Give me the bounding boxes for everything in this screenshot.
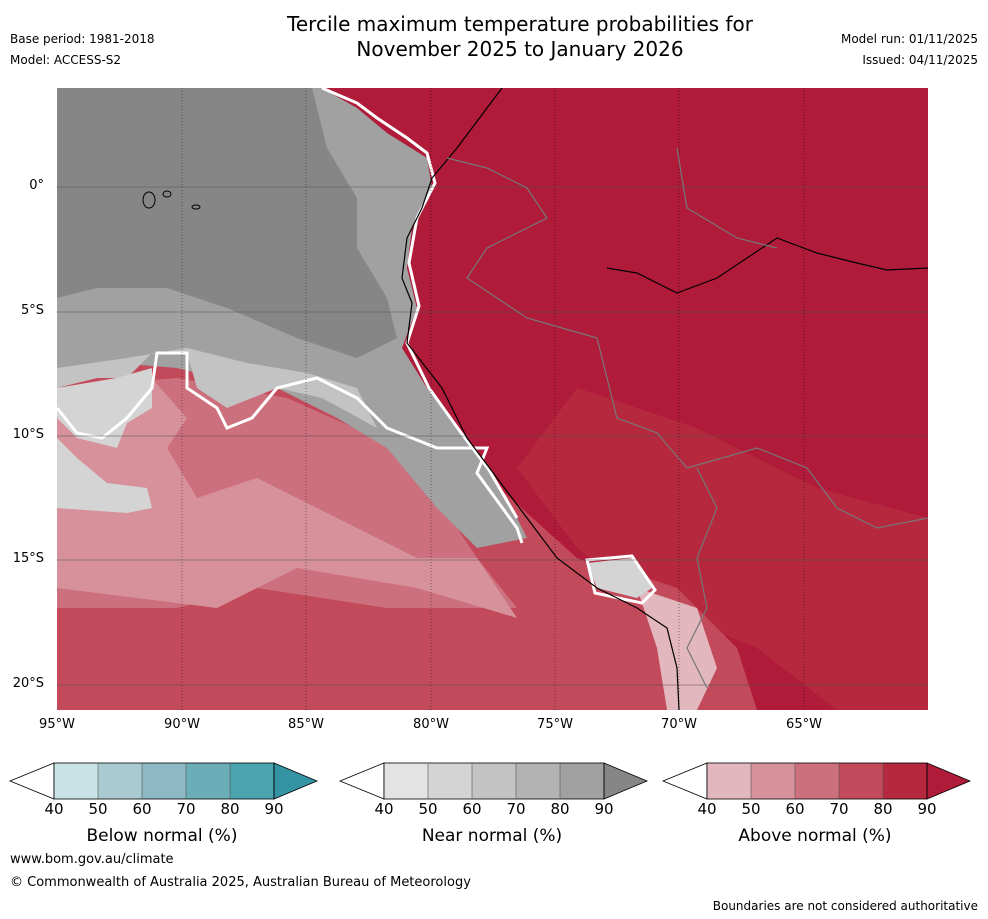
above-tick-40: 40	[697, 800, 717, 818]
near-swatch-80	[560, 763, 604, 799]
near-swatch-60	[472, 763, 516, 799]
issued-date: Issued: 04/11/2025	[862, 53, 978, 67]
river	[606, 237, 928, 294]
base-period: Base period: 1981-2018	[10, 32, 155, 46]
below-arrow-low	[8, 762, 55, 800]
above-swatch-50	[751, 763, 795, 799]
boundary-line-3	[585, 554, 657, 605]
country-border-1	[446, 157, 688, 469]
below-swatch-60	[142, 763, 186, 799]
near-tick-40: 40	[374, 800, 394, 818]
region-above-50	[57, 373, 517, 618]
below-legend-title: Below normal (%)	[86, 826, 238, 846]
model-name: Model: ACCESS-S2	[10, 53, 122, 67]
near-swatch-50	[428, 763, 472, 799]
above-tick-70: 70	[829, 800, 849, 818]
near-tick-90: 90	[594, 800, 614, 818]
probability-map	[57, 88, 928, 710]
lat-label-10s: 10°S	[12, 427, 44, 442]
near-swatch-40	[384, 763, 428, 799]
region-above-80-inland	[517, 388, 928, 710]
coastline	[401, 88, 680, 710]
below-tick-90: 90	[264, 800, 284, 818]
near-arrow-low	[338, 762, 385, 800]
lon-label-85w: 85°W	[288, 717, 324, 732]
meta-left: Base period: 1981-2018 Model: ACCESS-S2	[10, 29, 155, 71]
above-swatch-80	[883, 763, 927, 799]
region-near-70	[57, 348, 377, 428]
lon-label-75w: 75°W	[537, 717, 573, 732]
near-swatch-70	[516, 763, 560, 799]
region-near-coast	[587, 558, 652, 598]
colorbar-above	[661, 762, 972, 800]
country-border-2	[676, 147, 778, 249]
country-border-3	[686, 447, 928, 529]
lat-label-15s: 15°S	[12, 551, 44, 566]
above-tick-80: 80	[873, 800, 893, 818]
region-near-60	[57, 368, 152, 448]
model-run: Model run: 01/11/2025	[840, 32, 978, 46]
lon-label-90w: 90°W	[164, 717, 200, 732]
near-legend-title: Near normal (%)	[421, 826, 563, 846]
below-tick-80: 80	[220, 800, 240, 818]
boundary-line-1	[57, 351, 524, 544]
near-tick-70: 70	[506, 800, 526, 818]
lon-label-65w: 65°W	[786, 717, 822, 732]
above-arrow-high	[926, 762, 972, 800]
footer-url[interactable]: www.bom.gov.au/climate	[10, 852, 174, 867]
below-arrow-high	[273, 762, 319, 800]
below-swatch-50	[98, 763, 142, 799]
chart-title: Tercile maximum temperature probabilitie…	[200, 12, 840, 62]
lat-label-5s: 5°S	[20, 303, 44, 318]
footer-copyright: © Commonwealth of Australia 2025, Austra…	[10, 875, 471, 890]
title-line-2: November 2025 to January 2026	[356, 37, 684, 61]
above-tick-60: 60	[785, 800, 805, 818]
above-tick-50: 50	[741, 800, 761, 818]
near-tick-60: 60	[462, 800, 482, 818]
lat-label-0: 0°	[29, 178, 44, 193]
colorbar-near	[338, 762, 649, 800]
above-swatch-70	[839, 763, 883, 799]
lon-label-95w: 95°W	[39, 717, 75, 732]
near-arrow-high	[603, 762, 649, 800]
title-line-1: Tercile maximum temperature probabilitie…	[287, 12, 753, 36]
boundary-line-2	[321, 88, 519, 519]
near-tick-50: 50	[418, 800, 438, 818]
lat-gridlines	[57, 186, 928, 686]
footer-disclaimer: Boundaries are not considered authoritat…	[712, 899, 978, 913]
above-arrow-low	[661, 762, 708, 800]
below-swatch-40	[54, 763, 98, 799]
lat-label-20s: 20°S	[12, 676, 44, 691]
region-above-70-south	[57, 628, 617, 710]
below-tick-50: 50	[88, 800, 108, 818]
country-border-4	[686, 467, 718, 689]
colorbar-below	[8, 762, 319, 800]
below-swatch-70	[186, 763, 230, 799]
meta-right: Model run: 01/11/2025 Issued: 04/11/2025	[841, 29, 978, 71]
above-swatch-40	[707, 763, 751, 799]
above-swatch-60	[795, 763, 839, 799]
region-near-60-south	[57, 438, 152, 513]
below-tick-40: 40	[44, 800, 64, 818]
region-near-90	[57, 88, 397, 358]
above-legend-title: Above normal (%)	[738, 826, 892, 846]
lon-label-70w: 70°W	[661, 717, 697, 732]
below-tick-70: 70	[176, 800, 196, 818]
below-swatch-80	[230, 763, 274, 799]
region-above-40-coast	[637, 588, 717, 710]
galapagos-islands	[142, 190, 201, 210]
lon-label-80w: 80°W	[413, 717, 449, 732]
below-tick-60: 60	[132, 800, 152, 818]
near-tick-80: 80	[550, 800, 570, 818]
above-tick-90: 90	[917, 800, 937, 818]
